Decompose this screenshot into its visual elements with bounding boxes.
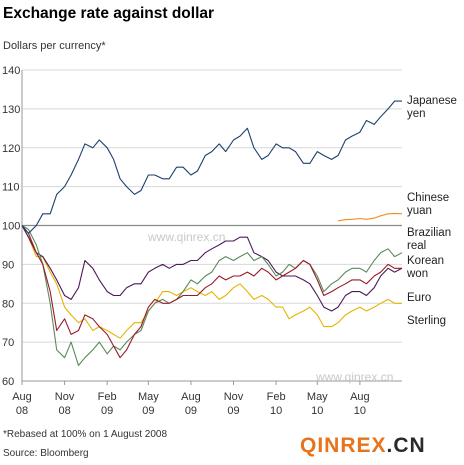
watermark-faint-text-2: www.qinrex.cn [315, 370, 393, 384]
x-tick-year: 09 [185, 405, 197, 417]
series-label-line: won [406, 268, 428, 280]
y-tick-label: 60 [2, 376, 14, 388]
series-label-sterling: Sterling [407, 315, 446, 327]
series-label-line: yuan [407, 205, 432, 217]
x-tick-year: 08 [58, 405, 70, 417]
series-label-line: Euro [407, 292, 431, 304]
x-tick-year: 09 [227, 405, 239, 417]
x-tick-year: 08 [16, 405, 28, 417]
y-tick-label: 80 [2, 298, 14, 310]
footnote: *Rebased at 100% on 1 August 2008 [3, 429, 167, 440]
series-label-line: yen [407, 108, 426, 120]
series-label-japanese-yen: Japanese yen [407, 95, 457, 120]
watermark: www.qinrex.cn www.qinrex.cn QINREX.CN [147, 230, 426, 457]
x-tick-month: Nov [224, 391, 244, 403]
series-label-euro: Euro [407, 292, 431, 304]
x-tick-month: Nov [55, 391, 75, 403]
x-tick-month: Feb [98, 391, 117, 403]
series-line-euro [21, 225, 403, 312]
series-line-korean-won [21, 225, 402, 359]
y-tick-label: 70 [2, 337, 14, 349]
y-tick-label: 140 [2, 65, 20, 77]
x-tick-month: Feb [267, 391, 286, 403]
watermark-logo: QINREX.CN [300, 434, 426, 457]
x-tick-year: 10 [270, 405, 282, 417]
y-tick-label: 120 [2, 143, 20, 155]
y-axis-ticks: 60 70 80 90 100 110 120 130 140 [2, 65, 20, 388]
series-label-line: real [407, 240, 426, 252]
series-label-korean-won: Korean won [406, 255, 444, 280]
x-tick-month: Aug [181, 391, 201, 403]
series-label-line: Brazilian [407, 227, 451, 239]
x-tick-year: 10 [311, 405, 323, 417]
x-tick-month: May [307, 391, 328, 403]
x-tick-year: 10 [354, 405, 366, 417]
chart-title: Exchange rate against dollar [3, 5, 214, 22]
series-labels: Japanese yen Chinese yuan Brazilian real Korea… [406, 95, 457, 327]
watermark-logo-cn: CN [393, 434, 425, 457]
y-tick-label: 110 [2, 182, 20, 194]
x-tick-month: Aug [12, 391, 32, 403]
series-line-chinese-yuan [338, 212, 403, 222]
x-tick-month: May [138, 391, 159, 403]
series-label-line: Chinese [407, 192, 449, 204]
y-tick-label: 100 [2, 221, 20, 233]
y-tick-label: 130 [2, 104, 20, 116]
y-axis-unit-label: Dollars per currency* [3, 40, 106, 52]
watermark-faint-text: www.qinrex.cn [147, 230, 225, 244]
watermark-logo-dot: . [387, 434, 394, 457]
series-label-chinese-yuan: Chinese yuan [407, 192, 449, 217]
x-axis-ticks: Aug 08 Nov 08 Feb 09 May 09 Aug 09 Nov 09 Feb 10 May 10… [12, 381, 370, 417]
watermark-logo-main: QINREX [300, 434, 387, 457]
x-tick-year: 09 [101, 405, 113, 417]
series-label-line: Sterling [407, 315, 446, 327]
series-label-brazilian-real: Brazilian real [407, 227, 451, 252]
series-lines [21, 100, 403, 366]
x-tick-month: Aug [350, 391, 370, 403]
series-label-line: Korean [407, 255, 444, 267]
series-line-sterling [21, 225, 402, 339]
source-note: Source: Bloomberg [3, 448, 89, 459]
series-line-japanese-yen [21, 100, 402, 234]
series-label-line: Japanese [407, 95, 457, 107]
x-tick-year: 09 [142, 405, 154, 417]
y-tick-label: 90 [2, 259, 14, 271]
series-line-brazilian-real [21, 225, 403, 366]
